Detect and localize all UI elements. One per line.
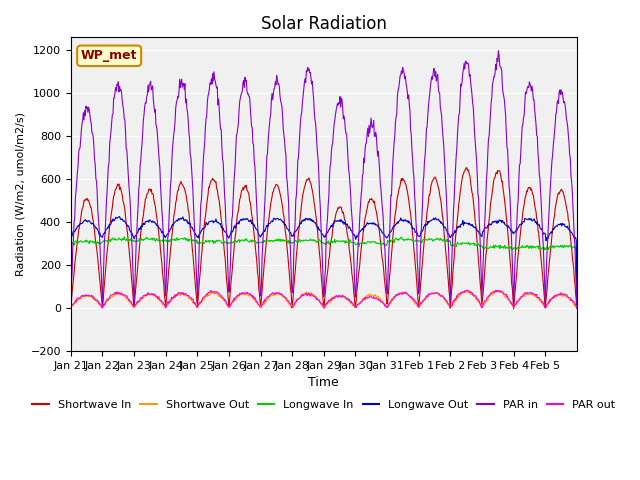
PAR in — [495, 48, 502, 54]
Shortwave In — [126, 259, 134, 264]
Longwave Out — [264, 223, 272, 229]
Longwave In — [264, 238, 272, 243]
Longwave Out — [67, 236, 75, 242]
PAR in — [541, 305, 549, 311]
Title: Solar Radiation: Solar Radiation — [261, 15, 387, 33]
PAR out — [463, 287, 471, 293]
PAR in — [573, 305, 580, 311]
X-axis label: Time: Time — [308, 376, 339, 389]
PAR in — [220, 160, 227, 166]
Shortwave In — [573, 305, 580, 311]
Longwave In — [376, 240, 384, 246]
PAR out — [376, 297, 383, 302]
Y-axis label: Radiation (W/m2, umol/m2/s): Radiation (W/m2, umol/m2/s) — [15, 112, 25, 276]
Longwave Out — [405, 220, 413, 226]
Longwave In — [120, 234, 128, 240]
PAR out — [404, 291, 412, 297]
Shortwave Out — [376, 296, 384, 301]
PAR in — [264, 151, 271, 157]
Longwave In — [67, 241, 75, 247]
Shortwave Out — [99, 305, 106, 311]
Longwave Out — [376, 227, 384, 232]
Longwave Out — [220, 228, 228, 233]
Legend: Shortwave In, Shortwave Out, Longwave In, Longwave Out, PAR in, PAR out: Shortwave In, Shortwave Out, Longwave In… — [28, 396, 620, 414]
Line: Longwave In: Longwave In — [71, 237, 577, 308]
Longwave In — [127, 237, 134, 242]
Shortwave In — [376, 231, 383, 237]
Shortwave In — [264, 227, 271, 233]
Shortwave Out — [264, 296, 272, 302]
Line: Longwave Out: Longwave Out — [71, 216, 577, 308]
Shortwave In — [509, 306, 517, 312]
Shortwave In — [404, 192, 412, 198]
Shortwave Out — [127, 301, 134, 307]
Shortwave In — [67, 304, 75, 310]
PAR in — [67, 304, 75, 310]
Longwave In — [405, 237, 413, 242]
Line: Shortwave Out: Shortwave Out — [71, 290, 577, 308]
Longwave Out — [116, 214, 124, 219]
PAR out — [126, 299, 134, 304]
Longwave Out — [127, 229, 134, 235]
Longwave In — [245, 239, 253, 245]
PAR in — [404, 96, 412, 102]
PAR out — [220, 295, 227, 301]
PAR out — [244, 291, 252, 297]
Line: Shortwave In: Shortwave In — [71, 168, 577, 309]
PAR in — [244, 91, 252, 97]
Longwave In — [573, 305, 580, 311]
Shortwave Out — [573, 305, 580, 311]
PAR in — [126, 199, 134, 204]
Line: PAR out: PAR out — [71, 290, 577, 308]
PAR out — [573, 305, 580, 311]
PAR out — [264, 294, 271, 300]
PAR out — [67, 305, 75, 311]
Longwave In — [220, 238, 228, 243]
Shortwave In — [220, 235, 227, 241]
Shortwave Out — [220, 298, 228, 303]
Shortwave Out — [67, 304, 75, 310]
Shortwave Out — [493, 288, 501, 293]
Text: WP_met: WP_met — [81, 49, 138, 62]
Shortwave Out — [245, 293, 253, 299]
Longwave Out — [245, 219, 253, 225]
PAR in — [376, 168, 383, 173]
Shortwave In — [244, 190, 252, 196]
Line: PAR in: PAR in — [71, 51, 577, 308]
Shortwave Out — [405, 292, 413, 298]
Shortwave In — [463, 165, 470, 170]
Longwave Out — [573, 305, 580, 311]
